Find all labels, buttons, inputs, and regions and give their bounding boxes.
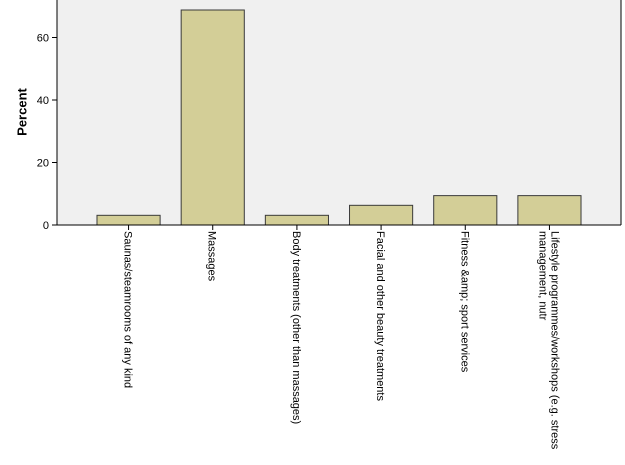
x-tick-label: Facial and other beauty treatments: [374, 231, 386, 401]
bar: [433, 195, 498, 226]
x-tick-label-line: Lifestyle programmes/workshops (e.g. str…: [548, 231, 560, 450]
x-tick-label-line: Body treatments (other than massages): [290, 231, 302, 424]
bar: [96, 214, 161, 226]
y-tick-label: 0: [43, 220, 49, 232]
x-tick-label: Lifestyle programmes/workshops (e.g. str…: [536, 231, 560, 450]
bar: [264, 214, 329, 226]
bars-group: [96, 9, 582, 226]
y-tick-label: 20: [37, 158, 49, 170]
x-tick-label: Saunas/steamrooms of any kind: [122, 231, 134, 388]
y-ticks-group: 0 20 40 60: [37, 33, 57, 232]
y-axis-label: Percent: [14, 88, 30, 136]
y-tick-label: 40: [37, 95, 49, 107]
x-tick-labels-group: Saunas/steamrooms of any kind Massages Bod…: [122, 225, 560, 450]
x-tick-label: Massages: [206, 231, 218, 282]
x-tick-label-line: management, nutr: [536, 231, 548, 321]
bar: [349, 204, 414, 226]
x-tick-label: Body treatments (other than massages): [290, 231, 302, 424]
x-tick-label: Fitness &amp; sport services: [458, 231, 470, 373]
plot-background: [57, 0, 621, 225]
y-tick-label: 60: [37, 33, 49, 45]
x-tick-label-line: Facial and other beauty treatments: [374, 231, 386, 401]
bar: [517, 195, 582, 226]
x-tick-label-line: Massages: [206, 231, 218, 282]
x-tick-label-line: Saunas/steamrooms of any kind: [122, 231, 134, 388]
bar: [180, 9, 245, 226]
x-tick-label-line: Fitness &amp; sport services: [458, 231, 470, 373]
